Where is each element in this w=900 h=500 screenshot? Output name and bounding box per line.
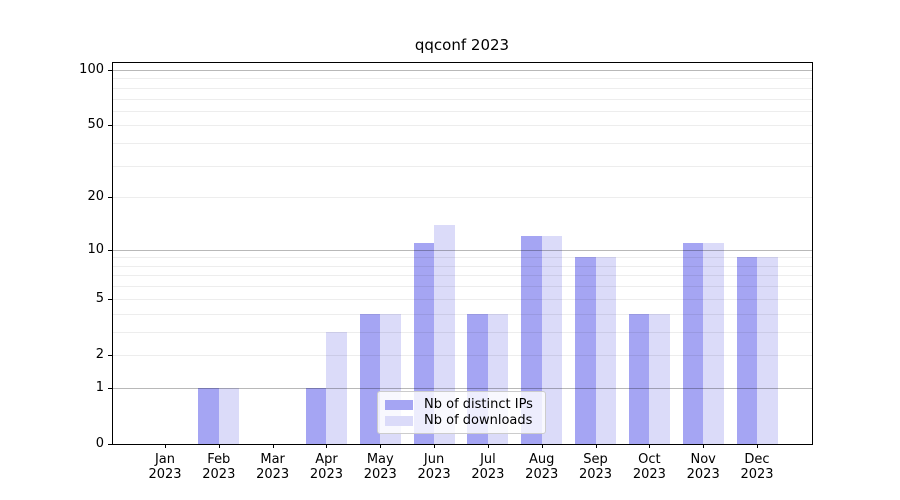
y-axis-tick-label: 50: [87, 117, 104, 133]
x-axis-tick-label: Aug 2023: [525, 452, 559, 482]
gridline-y-7: [113, 275, 812, 277]
bar-aug-downloads: [541, 236, 563, 444]
x-tick-mark: [380, 444, 382, 448]
gridline-y-5: [113, 298, 812, 300]
gridline-y-8: [113, 265, 812, 267]
bar-apr-ips: [305, 387, 327, 444]
x-axis-tick-label: Nov 2023: [686, 452, 720, 482]
legend-swatch-distinct-ips: [385, 400, 413, 410]
legend-swatch-downloads: [385, 416, 413, 426]
x-axis-tick-label: Mar 2023: [256, 452, 290, 482]
gridline-y-70: [113, 98, 812, 100]
gridline-y-100: [113, 69, 812, 71]
bar-dec-downloads: [757, 257, 778, 444]
y-axis-tick-label: 20: [87, 189, 104, 205]
x-tick-mark: [541, 444, 543, 448]
y-tick-mark: [108, 298, 112, 300]
x-tick-mark: [487, 444, 489, 448]
y-tick-mark: [108, 354, 112, 356]
x-axis-tick-label: Jun 2023: [417, 452, 451, 482]
gridline-y-80: [113, 87, 812, 89]
y-axis-tick-label: 5: [95, 290, 104, 306]
x-tick-mark: [165, 444, 166, 448]
y-tick-mark: [108, 444, 112, 445]
gridline-y-2: [113, 354, 812, 356]
bar-nov-downloads: [703, 242, 724, 444]
bar-feb-ips: [198, 387, 219, 444]
plot-area: [112, 62, 813, 445]
legend-item: Nb of distinct IPs: [385, 397, 537, 413]
gridline-y-9: [113, 257, 812, 259]
y-axis-tick-label: 10: [87, 241, 104, 257]
y-axis-tick-label: 1: [95, 379, 104, 395]
bar-feb-downloads: [218, 387, 240, 444]
x-axis-tick-label: Sep 2023: [578, 452, 613, 482]
legend: Nb of distinct IPs Nb of downloads: [377, 391, 546, 434]
legend-label: Nb of distinct IPs: [424, 397, 533, 412]
y-tick-mark: [108, 125, 112, 127]
bar-jun-downloads: [434, 224, 455, 444]
gridline-y-10: [113, 249, 812, 251]
x-axis-tick-label: Jul 2023: [471, 452, 505, 482]
bar-dec-ips: [736, 257, 757, 444]
y-tick-mark: [108, 69, 112, 71]
x-tick-mark: [218, 444, 220, 448]
gridline-y-1: [113, 387, 812, 389]
bar-apr-downloads: [326, 331, 347, 444]
x-axis-tick-label: Apr 2023: [309, 452, 343, 482]
y-tick-mark: [108, 197, 112, 199]
y-tick-mark: [108, 387, 112, 389]
x-tick-mark: [272, 444, 274, 448]
x-tick-mark: [649, 444, 651, 448]
y-axis-tick-label: 0: [95, 436, 104, 451]
bar-sep-downloads: [595, 257, 617, 444]
y-axis-tick-label: 100: [79, 61, 104, 77]
bar-sep-ips: [575, 257, 596, 444]
x-tick-mark: [703, 444, 705, 448]
gridline-y-3: [113, 331, 812, 333]
bar-nov-ips: [682, 242, 704, 444]
x-axis-tick-label: May 2023: [363, 452, 397, 482]
bar-oct-downloads: [649, 313, 670, 444]
bar-oct-ips: [628, 313, 650, 444]
gridline-y-40: [113, 143, 812, 145]
chart-title: qqconf 2023: [414, 36, 510, 54]
gridline-y-30: [113, 165, 812, 167]
x-axis-tick-label: Jan 2023: [148, 452, 182, 482]
x-axis-tick-label: Feb 2023: [202, 452, 236, 482]
gridline-y-20: [113, 197, 812, 199]
x-axis-tick-label: Dec 2023: [740, 452, 774, 482]
x-tick-mark: [757, 444, 758, 448]
gridline-y-60: [113, 110, 812, 112]
legend-item: Nb of downloads: [385, 413, 537, 429]
x-tick-mark: [595, 444, 597, 448]
gridline-y-90: [113, 78, 812, 80]
y-tick-mark: [108, 249, 112, 251]
x-axis-tick-label: Oct 2023: [632, 452, 666, 482]
gridline-y-50: [113, 125, 812, 127]
x-tick-mark: [326, 444, 328, 448]
gridline-y-4: [113, 313, 812, 315]
legend-label: Nb of downloads: [424, 413, 533, 428]
y-axis-tick-label: 2: [95, 346, 104, 362]
gridline-y-6: [113, 286, 812, 288]
x-tick-mark: [434, 444, 436, 448]
bar-may-ips: [359, 313, 381, 444]
